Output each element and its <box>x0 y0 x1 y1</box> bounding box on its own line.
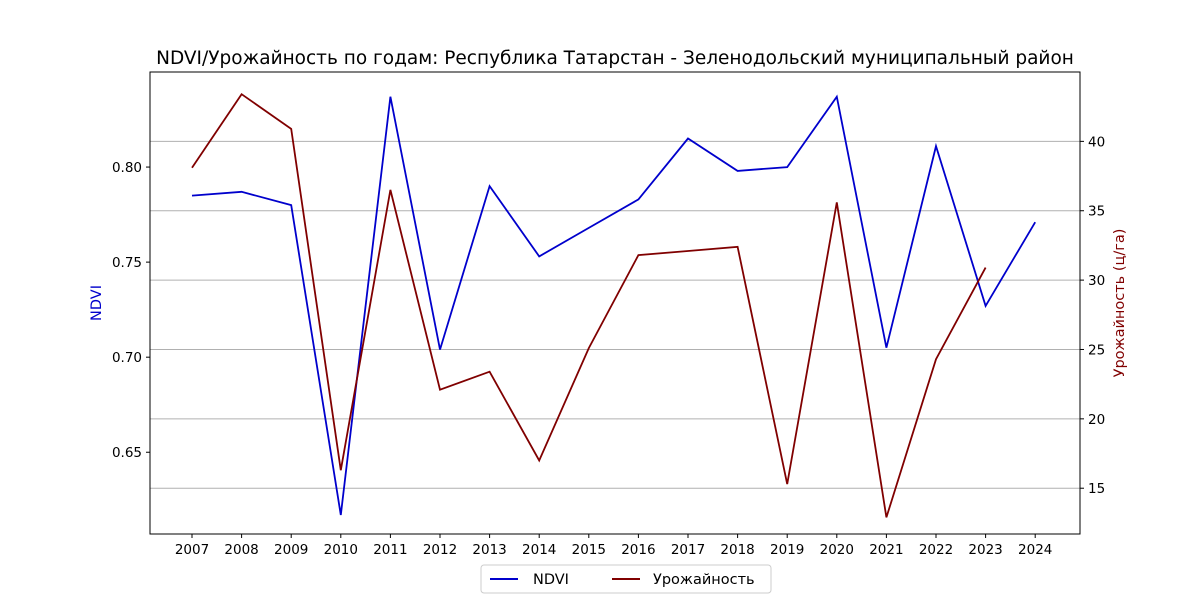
x-tick-label-2009: 2009 <box>274 542 308 558</box>
x-tick-label-2015: 2015 <box>572 542 606 558</box>
right-axis-label: Урожайность (ц/га) <box>1112 229 1128 378</box>
series-line-yield <box>191 92 987 518</box>
series-line-ndvi <box>191 94 1036 516</box>
right-tick-label-35: 35 <box>1088 204 1105 220</box>
right-tick-label-30: 30 <box>1088 273 1105 289</box>
x-tick-label-2016: 2016 <box>621 542 655 558</box>
x-tick-label-2019: 2019 <box>770 542 804 558</box>
right-tick-label-40: 40 <box>1088 134 1105 150</box>
legend: NDVI Урожайность <box>480 564 772 594</box>
x-tick-label-2013: 2013 <box>472 542 506 558</box>
x-axis-ticks: 2007 2008 2009 2010 2011 2012 2013 2014 2015 2016… <box>175 534 1052 558</box>
series-lines <box>191 92 1036 518</box>
x-tick-label-2008: 2008 <box>224 542 258 558</box>
x-tick-label-2014: 2014 <box>522 542 556 558</box>
left-axis-label: NDVI <box>89 285 105 321</box>
x-tick-label-2011: 2011 <box>373 542 407 558</box>
left-tick-label-0.75: 0.75 <box>112 255 142 271</box>
x-tick-label-2023: 2023 <box>968 542 1002 558</box>
x-tick-label-2021: 2021 <box>869 542 903 558</box>
right-tick-label-20: 20 <box>1088 412 1105 428</box>
left-axis-ticks: 0.65 0.70 0.75 0.80 <box>112 160 150 461</box>
x-tick-label-2012: 2012 <box>423 542 457 558</box>
x-tick-label-2018: 2018 <box>720 542 754 558</box>
legend-label-ndvi: NDVI <box>533 572 569 588</box>
left-tick-label-0.80: 0.80 <box>112 160 142 176</box>
x-tick-label-2010: 2010 <box>324 542 358 558</box>
right-tick-label-15: 15 <box>1088 481 1105 497</box>
x-tick-label-2020: 2020 <box>820 542 854 558</box>
x-tick-label-2007: 2007 <box>175 542 209 558</box>
chart-title: NDVI/Урожайность по годам: Республика Та… <box>156 48 1074 69</box>
x-tick-label-2024: 2024 <box>1018 542 1052 558</box>
left-tick-label-0.65: 0.65 <box>112 445 142 461</box>
plot-frame <box>149 71 1081 535</box>
legend-label-yield: Урожайность <box>653 572 755 588</box>
x-tick-label-2022: 2022 <box>919 542 953 558</box>
x-tick-label-2017: 2017 <box>671 542 705 558</box>
gridlines <box>150 140 1080 489</box>
right-tick-label-25: 25 <box>1088 342 1105 358</box>
right-axis-ticks: 15 20 25 30 35 40 <box>1080 134 1105 497</box>
left-tick-label-0.70: 0.70 <box>112 350 142 366</box>
